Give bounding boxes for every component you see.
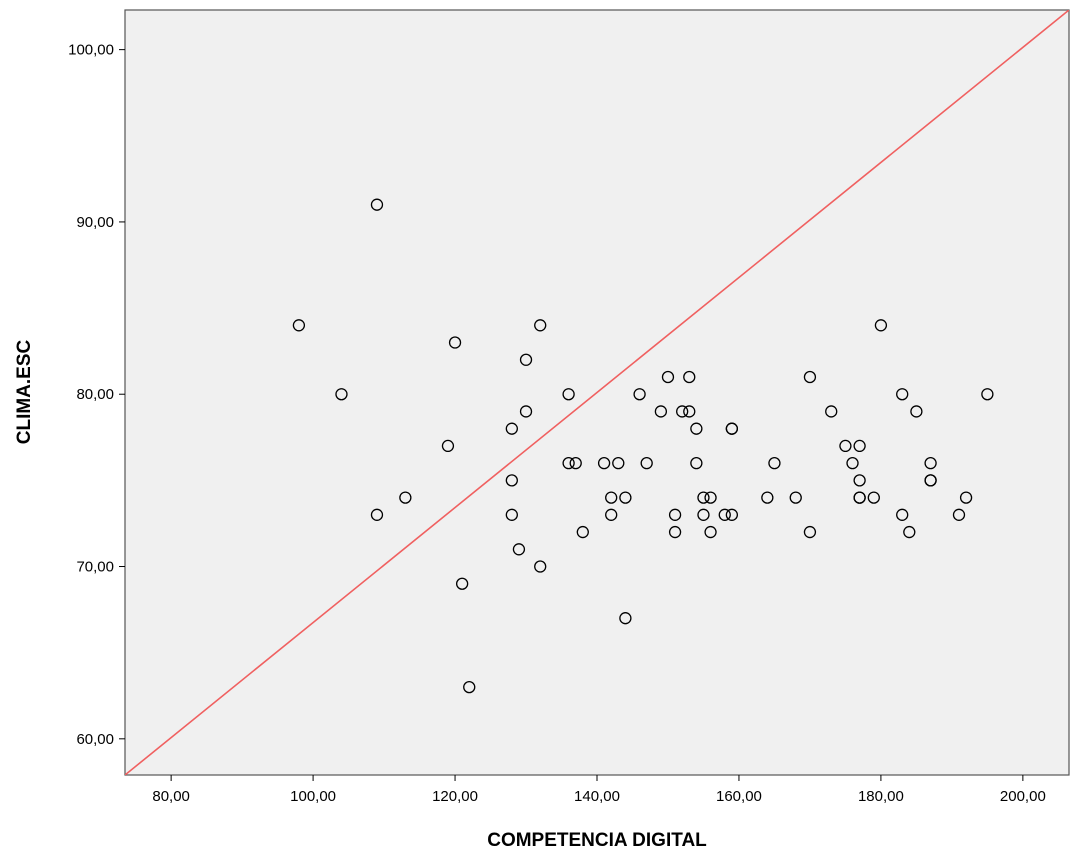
- data-point: [924, 474, 937, 487]
- data-point: [697, 491, 710, 504]
- data-point: [562, 388, 575, 401]
- reference-line: [125, 10, 1069, 775]
- data-point: [399, 491, 412, 504]
- data-point: [768, 456, 781, 470]
- data-point: [605, 491, 618, 504]
- data-point: [534, 319, 547, 332]
- x-tick-label: 200,00: [1000, 788, 1046, 805]
- data-point: [959, 491, 973, 504]
- data-point: [455, 577, 469, 590]
- data-point: [619, 491, 632, 504]
- y-tick-label: 60,00: [76, 731, 114, 748]
- data-point: [562, 456, 575, 470]
- data-point: [874, 319, 888, 332]
- data-point: [903, 525, 916, 539]
- data-point: [704, 525, 717, 539]
- data-point: [633, 388, 646, 401]
- data-point: [448, 336, 462, 349]
- data-point: [512, 543, 526, 556]
- data-point: [952, 508, 966, 521]
- data-point: [867, 491, 880, 504]
- data-point: [612, 456, 625, 470]
- data-point: [725, 422, 739, 435]
- data-point: [896, 388, 909, 401]
- data-point: [803, 525, 817, 539]
- data-point: [505, 474, 518, 487]
- data-point: [697, 508, 710, 521]
- data-point: [441, 439, 455, 453]
- data-point: [505, 508, 518, 521]
- y-tick-label: 90,00: [76, 214, 114, 231]
- data-point: [519, 353, 533, 366]
- y-tick-label: 70,00: [76, 559, 114, 576]
- data-point: [505, 422, 518, 435]
- data-point: [761, 491, 774, 504]
- data-point: [718, 508, 731, 521]
- data-point: [619, 612, 632, 625]
- data-point: [853, 439, 866, 453]
- data-point: [910, 405, 923, 418]
- x-axis-title: COMPETENCIA DIGITAL: [487, 830, 707, 851]
- data-points-layer: [292, 198, 994, 694]
- data-point: [534, 560, 547, 573]
- data-point: [335, 388, 348, 401]
- x-tick-label: 140,00: [574, 788, 620, 805]
- data-point: [661, 370, 675, 384]
- data-point: [676, 405, 689, 418]
- data-point: [370, 198, 384, 211]
- data-point: [853, 491, 866, 504]
- x-tick-label: 120,00: [432, 788, 478, 805]
- data-point: [576, 525, 589, 539]
- data-point: [463, 680, 476, 694]
- data-point: [668, 525, 682, 539]
- data-point: [519, 405, 533, 418]
- data-point: [605, 508, 618, 521]
- data-point: [683, 405, 696, 418]
- data-point: [789, 491, 802, 504]
- y-tick-label: 100,00: [68, 42, 114, 59]
- data-point: [896, 508, 909, 521]
- data-point: [704, 491, 717, 504]
- data-point: [839, 439, 852, 453]
- data-point: [853, 474, 866, 487]
- data-point: [846, 456, 859, 470]
- data-point: [597, 456, 611, 470]
- data-point: [924, 456, 937, 470]
- data-point: [690, 456, 703, 470]
- data-point: [683, 370, 696, 384]
- y-axis: 60,00 70,00 80,00 90,00 100,00: [68, 42, 125, 748]
- x-tick-label: 160,00: [716, 788, 762, 805]
- data-point: [725, 508, 739, 521]
- data-point: [640, 456, 653, 470]
- data-point: [668, 508, 682, 521]
- x-tick-label: 100,00: [290, 788, 336, 805]
- x-axis: 80,00 100,00 120,00 140,00 160,00 180,00 200,0…: [152, 775, 1046, 805]
- x-tick-label: 80,00: [152, 788, 190, 805]
- data-point: [981, 388, 994, 401]
- y-tick-label: 80,00: [76, 386, 114, 403]
- data-point: [825, 405, 838, 418]
- x-tick-label: 180,00: [858, 788, 904, 805]
- data-point: [370, 508, 384, 521]
- data-point: [292, 319, 306, 332]
- y-axis-title: CLIMA.ESC: [14, 339, 35, 444]
- data-point: [803, 370, 817, 384]
- data-point: [654, 405, 668, 418]
- reference-line-layer: [125, 10, 1069, 775]
- data-point: [690, 422, 703, 435]
- data-point: [569, 456, 582, 470]
